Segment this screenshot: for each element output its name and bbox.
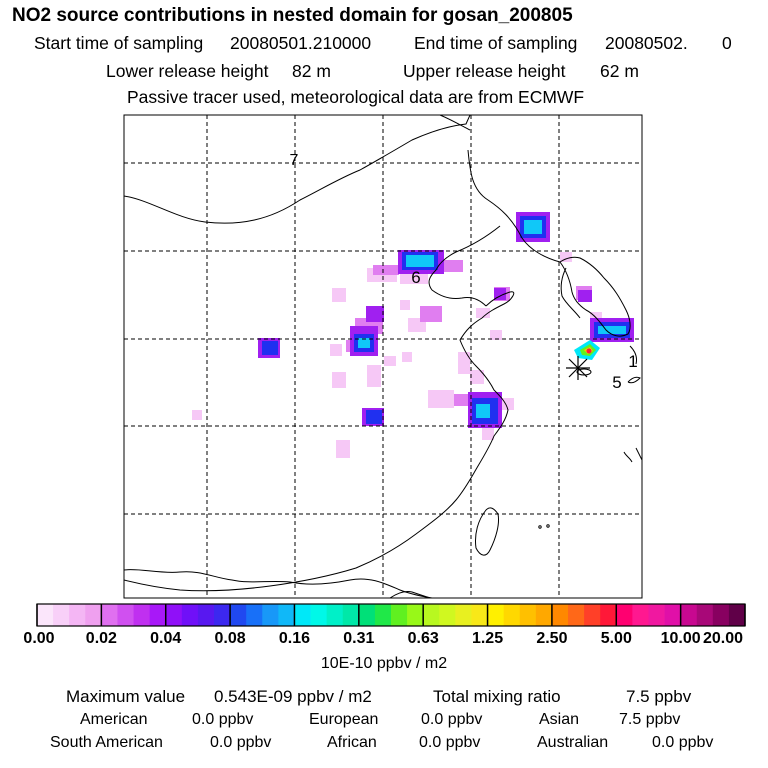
region-name: European xyxy=(309,711,379,728)
source-label-1: 1 xyxy=(628,352,637,371)
colorbar-cell xyxy=(680,604,698,626)
colorbar-cell xyxy=(519,604,537,626)
source-label-6: 6 xyxy=(411,268,420,287)
colorbar-cell xyxy=(632,604,649,626)
receptor-marker-icon xyxy=(566,356,590,380)
colorbar-tick-label: 0.02 xyxy=(85,630,117,647)
colorbar-cell xyxy=(423,604,440,626)
colorbar-cell xyxy=(117,604,134,626)
region-name: Asian xyxy=(539,711,580,728)
colorbar-tick-label: 10.00 xyxy=(660,630,701,647)
source-label-7: 7 xyxy=(290,152,299,169)
colorbar-cell xyxy=(181,604,199,626)
colorbar-cell xyxy=(85,604,102,626)
region-value: 0.0 ppbv xyxy=(192,711,254,728)
upper-release-value: 62 m xyxy=(600,61,639,81)
colorbar-cell xyxy=(374,604,392,626)
end-time-label: End time of sampling xyxy=(414,33,578,53)
lower-release-label: Lower release height xyxy=(106,61,269,81)
colorbar-cell xyxy=(568,604,585,626)
colorbar-tick-label: 0.16 xyxy=(278,630,311,647)
hotspot-gosan xyxy=(574,340,600,360)
colorbar-cell xyxy=(584,604,601,626)
lower-release-value: 82 m xyxy=(292,61,331,81)
end-time-extra: 0 xyxy=(722,33,732,53)
colorbar-cell xyxy=(728,604,746,626)
colorbar-cell xyxy=(391,604,408,626)
region-value: 0.0 ppbv xyxy=(652,734,714,751)
max-value: 0.543E-09 ppbv / m2 xyxy=(214,687,372,706)
colorbar-cell xyxy=(310,604,328,626)
colorbar-cell xyxy=(664,604,682,626)
total-mixing-label: Total mixing ratio xyxy=(433,687,561,706)
colorbar-tick-label: 0.08 xyxy=(214,630,246,647)
colorbar-cell xyxy=(165,604,183,626)
region-name: South American xyxy=(50,734,163,751)
colorbar-cell xyxy=(696,604,714,626)
colorbar-tick-label: 2.50 xyxy=(536,630,568,647)
region-value: 0.0 ppbv xyxy=(419,734,481,751)
colorbar-cell xyxy=(262,604,279,626)
colorbar-cell xyxy=(214,604,231,626)
plume-cyan xyxy=(358,220,626,418)
colorbar-cell xyxy=(535,604,553,626)
colorbar-cell xyxy=(53,604,70,626)
colorbar-cell xyxy=(230,604,247,626)
region-name: Australian xyxy=(537,734,609,751)
colorbar-cell xyxy=(326,604,344,626)
colorbar-cell xyxy=(487,604,505,626)
colorbar-cell xyxy=(439,604,456,626)
max-value-label: Maximum value xyxy=(66,687,186,706)
colorbar-cell xyxy=(342,604,360,626)
colorbar-cell xyxy=(246,604,263,626)
colorbar-tick-label: 0.31 xyxy=(343,630,375,647)
region-value: 0.0 ppbv xyxy=(421,711,483,728)
total-mixing-value: 7.5 ppbv xyxy=(626,687,692,706)
start-time-label: Start time of sampling xyxy=(34,33,204,53)
colorbar-tick-label: 0.63 xyxy=(407,630,439,647)
colorbar-cell xyxy=(197,604,215,626)
colorbar-cell xyxy=(648,604,665,626)
colorbar-cell xyxy=(294,604,311,626)
colorbar-cell xyxy=(133,604,151,626)
colorbar-tick-label: 1.25 xyxy=(471,630,504,647)
map-title: NO2 source contributions in nested domai… xyxy=(12,5,573,26)
colorbar-tick-label: 5.00 xyxy=(600,630,632,647)
map-frame xyxy=(123,114,643,599)
source-label-5: 5 xyxy=(612,373,621,392)
colorbar-cell xyxy=(503,604,521,626)
region-name: American xyxy=(80,711,148,728)
graticule xyxy=(124,115,642,598)
coastlines xyxy=(124,115,642,598)
region-name: African xyxy=(327,734,377,751)
colorbar-cell xyxy=(600,604,617,626)
colorbar-cell xyxy=(101,604,118,626)
end-time-value: 20080502. xyxy=(605,33,688,53)
colorbar-cell xyxy=(455,604,472,626)
colorbar-cell xyxy=(712,604,730,626)
colorbar-tick-label: 0.04 xyxy=(150,630,182,647)
colorbar-cell xyxy=(407,604,424,626)
upper-release-label: Upper release height xyxy=(403,61,566,81)
colorbar-cell xyxy=(471,604,488,626)
colorbar-cell xyxy=(616,604,633,626)
colorbar-tick-label: 20.00 xyxy=(702,630,744,647)
colorbar-cell xyxy=(358,604,376,626)
region-value: 7.5 ppbv xyxy=(619,711,681,728)
colorbar-tick-label: 0.00 xyxy=(23,630,55,647)
colorbar-cell xyxy=(278,604,295,626)
colorbar-cell xyxy=(69,604,86,626)
colorbar-cell xyxy=(551,604,569,626)
colorbar-unit: 10E-10 ppbv / m2 xyxy=(320,655,448,672)
colorbar-cell xyxy=(149,604,167,626)
colorbar-cell xyxy=(37,604,54,626)
tracer-note: Passive tracer used, meteorological data… xyxy=(127,87,585,107)
region-value: 0.0 ppbv xyxy=(210,734,272,751)
start-time-value: 20080501.210000 xyxy=(230,33,372,53)
